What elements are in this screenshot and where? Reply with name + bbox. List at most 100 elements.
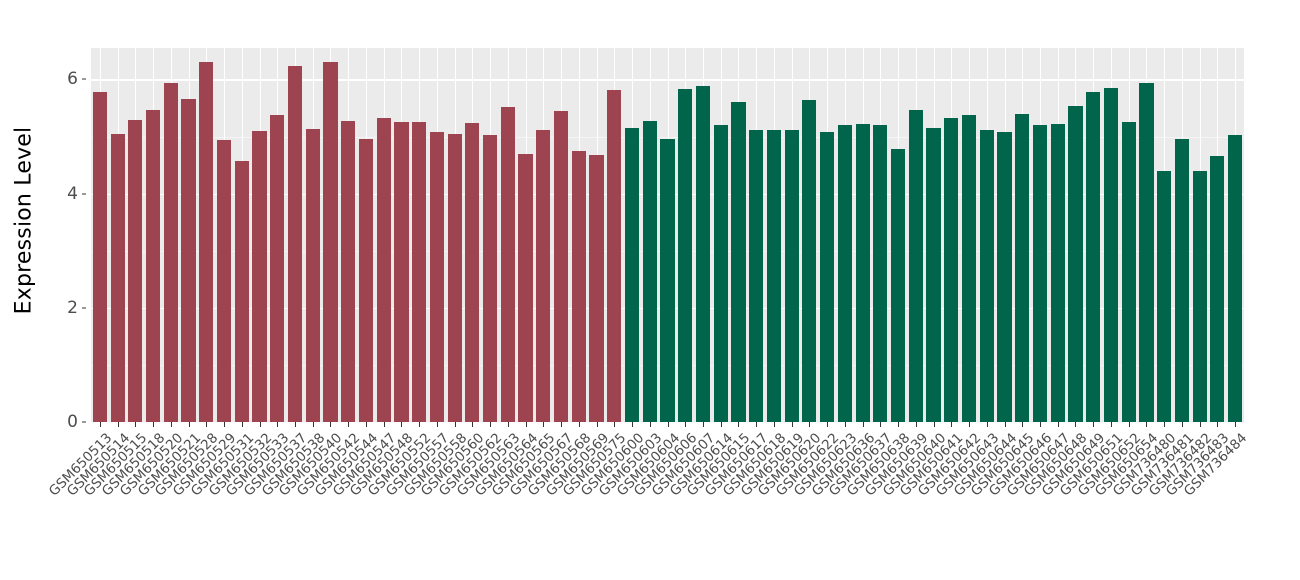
- x-axis-tick-mark: [312, 422, 314, 427]
- bar[interactable]: [181, 99, 196, 422]
- bar[interactable]: [997, 131, 1012, 422]
- x-axis-tick-mark: [383, 422, 385, 427]
- bar[interactable]: [784, 129, 799, 422]
- x-axis-tick-mark: [667, 422, 669, 427]
- bar[interactable]: [341, 121, 356, 422]
- x-axis-tick-mark: [773, 422, 775, 427]
- bar[interactable]: [252, 130, 267, 422]
- x-axis-tick-mark: [1022, 422, 1024, 427]
- bar[interactable]: [1050, 123, 1065, 422]
- bar[interactable]: [624, 127, 640, 422]
- bar[interactable]: [394, 122, 409, 422]
- bar[interactable]: [553, 111, 569, 422]
- bar[interactable]: [1086, 91, 1101, 422]
- bar[interactable]: [642, 121, 657, 422]
- x-axis-tick-mark: [702, 422, 704, 427]
- bar[interactable]: [536, 130, 551, 422]
- x-axis-tick-mark: [135, 422, 137, 427]
- x-axis-tick-mark: [1164, 422, 1166, 427]
- x-axis-tick-mark: [117, 422, 119, 427]
- bar[interactable]: [1032, 125, 1048, 422]
- bar[interactable]: [749, 130, 764, 422]
- bar[interactable]: [128, 119, 143, 422]
- bar[interactable]: [163, 82, 178, 422]
- bar[interactable]: [1103, 87, 1119, 422]
- bar[interactable]: [820, 131, 835, 422]
- x-axis-tick-mark: [170, 422, 172, 427]
- bar[interactable]: [908, 110, 923, 422]
- x-axis-tick-mark: [738, 422, 740, 427]
- x-axis-tick-mark: [294, 422, 296, 427]
- bar[interactable]: [979, 129, 994, 422]
- bar[interactable]: [873, 125, 888, 422]
- bar[interactable]: [1174, 139, 1189, 422]
- bar[interactable]: [376, 117, 391, 422]
- bar[interactable]: [1121, 122, 1136, 422]
- x-axis-tick-mark: [153, 422, 155, 427]
- bar[interactable]: [1192, 170, 1207, 422]
- bar[interactable]: [234, 161, 249, 422]
- bar[interactable]: [1068, 106, 1083, 422]
- x-axis-tick-mark: [844, 422, 846, 427]
- bar[interactable]: [465, 122, 480, 422]
- x-axis-tick-mark: [206, 422, 208, 427]
- bar[interactable]: [660, 139, 675, 422]
- bar[interactable]: [926, 127, 941, 422]
- bar[interactable]: [110, 133, 125, 422]
- y-axis-title: Expression Level: [0, 0, 48, 440]
- x-axis-tick-mark: [561, 422, 563, 427]
- bar[interactable]: [270, 114, 285, 422]
- bar[interactable]: [145, 110, 161, 422]
- bar[interactable]: [944, 117, 959, 422]
- x-axis-tick-mark: [720, 422, 722, 427]
- bar[interactable]: [589, 154, 604, 422]
- x-axis-tick-mark: [507, 422, 509, 427]
- bar[interactable]: [571, 150, 586, 422]
- bar[interactable]: [891, 148, 906, 422]
- bar[interactable]: [855, 123, 870, 422]
- x-axis-tick-mark: [1057, 422, 1059, 427]
- bar[interactable]: [802, 99, 817, 422]
- bar[interactable]: [837, 124, 852, 422]
- x-axis-tick-mark: [348, 422, 350, 427]
- bar[interactable]: [1210, 155, 1225, 422]
- bar[interactable]: [961, 114, 977, 422]
- x-axis-tick-mark: [1075, 422, 1077, 427]
- bar[interactable]: [713, 124, 728, 422]
- y-axis-tick-label: 0: [67, 412, 78, 432]
- bar[interactable]: [766, 130, 782, 422]
- bar[interactable]: [216, 139, 232, 422]
- bar[interactable]: [323, 62, 338, 422]
- bar[interactable]: [518, 154, 533, 422]
- bar[interactable]: [483, 135, 498, 422]
- bar[interactable]: [92, 91, 107, 422]
- bar[interactable]: [607, 89, 622, 422]
- bar[interactable]: [1015, 113, 1030, 422]
- bar[interactable]: [305, 128, 320, 422]
- bar[interactable]: [1139, 83, 1154, 422]
- x-axis-tick-mark: [454, 422, 456, 427]
- bar[interactable]: [287, 66, 303, 422]
- bar[interactable]: [1228, 134, 1243, 422]
- x-axis-tick-mark: [1217, 422, 1219, 427]
- x-axis-tick-mark: [330, 422, 332, 427]
- x-axis-tick-mark: [827, 422, 829, 427]
- x-axis-tick-mark: [862, 422, 864, 427]
- bar[interactable]: [1157, 170, 1172, 422]
- x-axis-tick-mark: [1004, 422, 1006, 427]
- x-axis-tick-group: GSM650513 GSM650514 GSM650515 GSM650518 GSM6…: [46, 422, 1250, 580]
- y-axis-title-label: Expression Level: [11, 126, 37, 314]
- bar[interactable]: [695, 86, 711, 422]
- bar[interactable]: [199, 61, 214, 422]
- x-axis-tick-mark: [419, 422, 421, 427]
- bar[interactable]: [447, 133, 462, 422]
- bar[interactable]: [358, 139, 374, 422]
- bar[interactable]: [429, 131, 444, 422]
- bar[interactable]: [412, 121, 427, 422]
- bar[interactable]: [500, 107, 515, 422]
- x-axis-tick-mark: [969, 422, 971, 427]
- x-axis-tick-mark: [898, 422, 900, 427]
- bar[interactable]: [731, 102, 746, 422]
- x-axis-tick-mark: [614, 422, 616, 427]
- bar[interactable]: [678, 88, 693, 422]
